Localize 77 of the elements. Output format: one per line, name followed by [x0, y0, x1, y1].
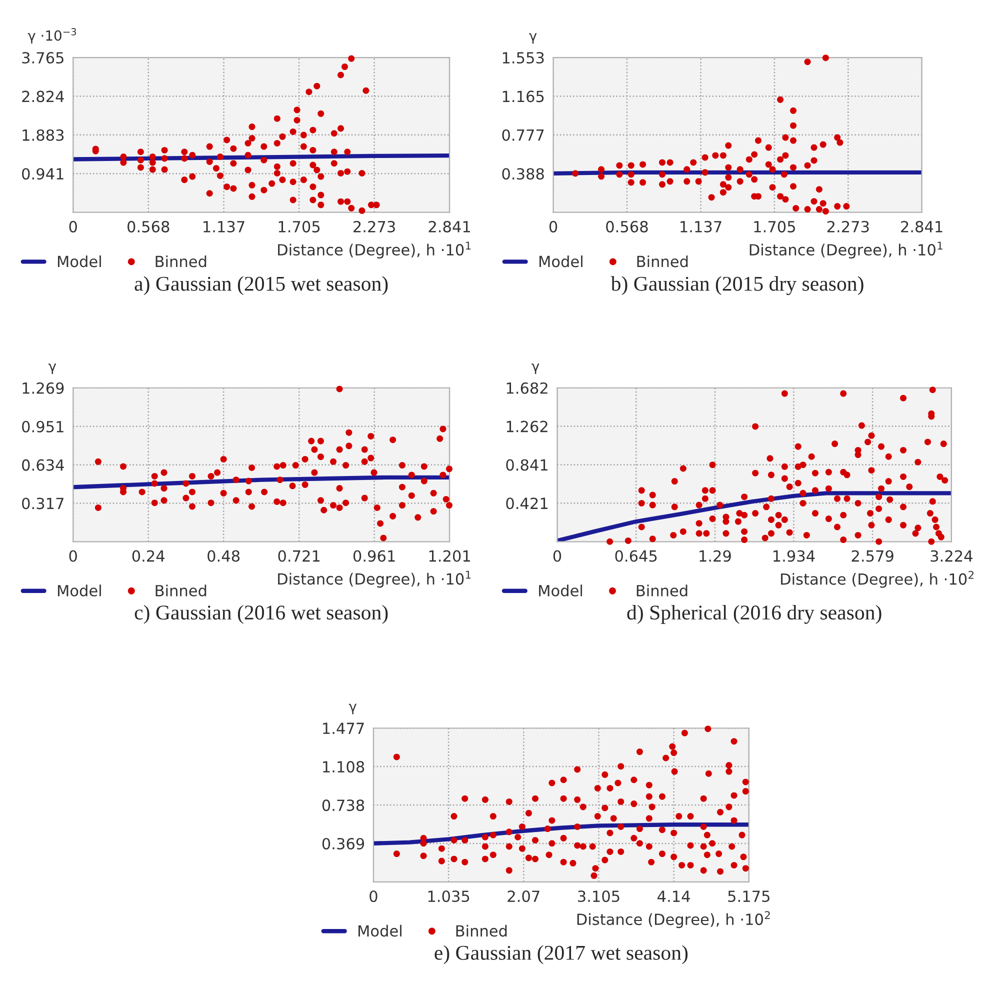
x-tick-label: 0.568	[128, 220, 170, 232]
y-tick-label: 0.421	[506, 498, 548, 510]
legend-label: Model	[358, 924, 402, 937]
x-tick-label: 0	[553, 550, 562, 562]
x-tick-label: 1.705	[754, 220, 795, 232]
y-tick-label: 0.634	[22, 459, 64, 471]
y-tick-label: 0.317	[22, 498, 64, 510]
legend-label: Binned	[156, 255, 206, 268]
y-axis-title: γ	[529, 33, 537, 44]
x-tick-label: 1.201	[429, 550, 470, 562]
y-tick-label: 2.824	[22, 90, 64, 102]
y-tick-label: 1.108	[323, 761, 364, 773]
text: a) Gaussian (2015 wet season)	[134, 276, 388, 296]
x-tick-label: 3.224	[930, 550, 972, 562]
line-series	[373, 822, 749, 846]
x-axis-title: Distance (Degree), h ·10$^{1}$	[278, 570, 471, 588]
x-tick-label: 2.273	[354, 220, 395, 232]
x-tick-label: 0.24	[132, 550, 164, 562]
x-tick-label: 0.645	[615, 550, 657, 562]
x-tick-label: 1.934	[774, 550, 815, 562]
x-tick-label: 4.14	[658, 890, 690, 902]
x-tick-label: 0	[549, 220, 558, 232]
x-tick-label: 0	[69, 220, 77, 232]
text: d) Spherical (2016 dry season)	[627, 604, 882, 624]
y-axis-title: γ	[532, 364, 540, 374]
y-tick-label: 0.738	[322, 800, 364, 812]
x-tick-label: 0.721	[278, 550, 320, 562]
x-tick-label: 0.568	[606, 220, 648, 232]
x-tick-label: 0	[370, 890, 378, 902]
x-tick-label: 1.29	[700, 550, 731, 562]
x-axis-title: Distance (Degree), h ·10$^{2}$	[577, 911, 770, 928]
y-axis-title: γ	[48, 364, 56, 374]
x-tick-label: 1.137	[680, 220, 722, 232]
x-tick-label: 0.48	[208, 550, 240, 562]
x-tick-label: 1.137	[204, 220, 244, 232]
y-tick-label: 3.765	[22, 52, 64, 64]
legend-label: Model	[539, 584, 582, 596]
x-tick-label: 2.579	[852, 550, 894, 562]
y-tick-label: 1.269	[22, 382, 64, 394]
y-tick-label: 1.553	[502, 52, 544, 64]
x-axis-title: Distance (Degree), h ·10$^{1}$	[278, 242, 471, 259]
legend-label: Binned	[637, 255, 688, 268]
y-axis-title: γ ·10$^{−3}$	[28, 28, 76, 44]
x-tick-label: 2.841	[901, 220, 942, 232]
x-tick-label: 1.035	[428, 890, 470, 902]
x-tick-label: 2.07	[508, 890, 540, 902]
x-tick-label: 0	[69, 550, 77, 562]
y-tick-label: 0.841	[506, 459, 548, 471]
y-tick-label: 1.165	[502, 90, 544, 102]
x-tick-label: 5.175	[728, 890, 770, 902]
y-tick-label: 0.951	[22, 420, 64, 432]
y-tick-label: 0.388	[502, 168, 544, 180]
x-tick-label: 0.961	[353, 550, 395, 562]
y-tick-label: 0.777	[502, 129, 544, 141]
legend-label: Binned	[456, 924, 507, 937]
x-tick-label: 3.105	[578, 890, 620, 902]
x-axis-title: Distance (Degree), h ·10$^{1}$	[750, 242, 942, 259]
y-tick-label: 1.883	[22, 129, 64, 141]
legend-label: Binned	[156, 584, 206, 596]
y-tick-label: 0.369	[322, 838, 364, 850]
x-axis-title: Distance (Degree), h ·10$^{2}$	[781, 570, 974, 588]
x-tick-label: 2.273	[827, 220, 869, 232]
y-tick-label: 1.477	[323, 722, 364, 734]
line-series	[73, 475, 450, 490]
x-tick-label: 2.841	[428, 220, 470, 232]
y-axis-title: γ	[348, 704, 357, 714]
legend-label: Binned	[636, 584, 688, 596]
text: c) Gaussian (2016 wet season)	[134, 604, 388, 624]
y-tick-label: 1.682	[506, 382, 548, 394]
x-tick-label: 1.705	[278, 220, 320, 232]
y-tick-label: 1.262	[506, 420, 548, 432]
text: e) Gaussian (2017 wet season)	[434, 945, 688, 964]
legend-label: Model	[58, 584, 101, 596]
legend-label: Model	[539, 255, 582, 268]
text: b) Gaussian (2015 dry season)	[610, 276, 864, 296]
legend-label: Model	[58, 255, 101, 268]
y-tick-label: 0.941	[22, 168, 64, 180]
